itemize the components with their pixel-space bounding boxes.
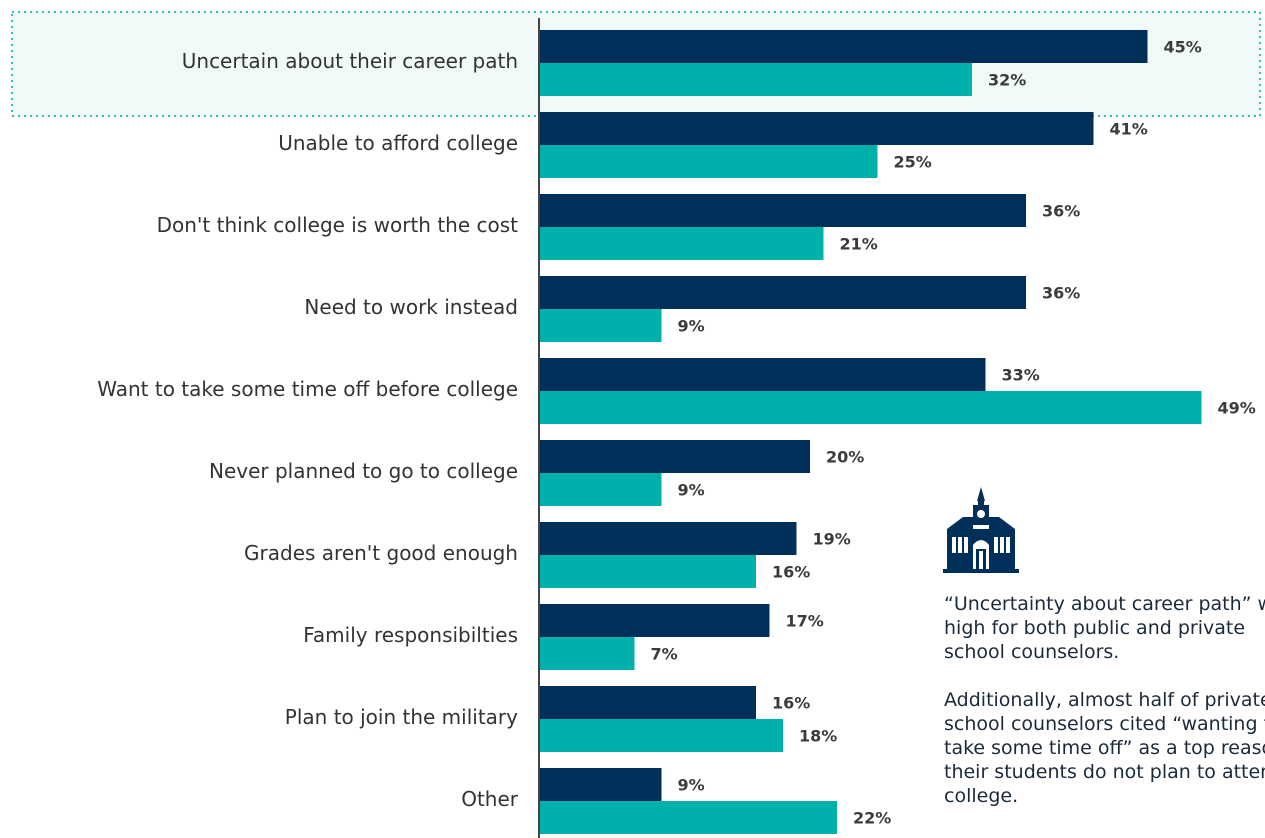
category-label: Grades aren't good enough [244, 541, 518, 565]
category-label: Uncertain about their career path [182, 49, 518, 73]
data-label-series-1: 41% [1110, 120, 1148, 139]
data-label-series-1: 20% [826, 448, 864, 467]
bar-series-2 [540, 555, 756, 588]
data-label-series-2: 9% [678, 481, 705, 500]
data-label-series-2: 49% [1218, 399, 1256, 418]
data-label-series-1: 36% [1042, 284, 1080, 303]
bar-series-2 [540, 637, 635, 670]
category-label: Family responsibilties [303, 623, 518, 647]
bar-series-1 [540, 768, 662, 801]
data-label-series-1: 36% [1042, 202, 1080, 221]
data-label-series-2: 9% [678, 317, 705, 336]
category-label: Other [461, 787, 519, 811]
bar-series-2 [540, 391, 1202, 424]
bar-series-1 [540, 440, 810, 473]
bar-series-1 [540, 522, 797, 555]
bar-series-2 [540, 309, 662, 342]
bar-series-1 [540, 276, 1026, 309]
data-label-series-1: 17% [786, 612, 824, 631]
category-label: Never planned to go to college [209, 459, 518, 483]
data-label-series-1: 45% [1164, 38, 1202, 57]
bar-series-1 [540, 194, 1026, 227]
category-label: Want to take some time off before colleg… [97, 377, 518, 401]
bar-series-2 [540, 719, 783, 752]
bar-series-2 [540, 227, 824, 260]
bar-series-1 [540, 604, 770, 637]
callout-paragraph-2: Additionally, almost half of private sch… [944, 689, 1265, 807]
bar-series-1 [540, 686, 756, 719]
data-label-series-2: 22% [853, 809, 891, 828]
school-building-icon [943, 485, 1019, 575]
data-label-series-2: 16% [772, 563, 810, 582]
bar-series-2 [540, 63, 972, 96]
data-label-series-1: 33% [1002, 366, 1040, 385]
data-label-series-2: 32% [988, 71, 1026, 90]
data-label-series-1: 16% [772, 694, 810, 713]
bar-series-1 [540, 358, 986, 391]
data-label-series-2: 18% [799, 727, 837, 746]
category-label: Don't think college is worth the cost [157, 213, 519, 237]
category-label: Unable to afford college [278, 131, 518, 155]
category-label: Plan to join the military [285, 705, 518, 729]
data-label-series-1: 9% [678, 776, 705, 795]
bar-series-1 [540, 112, 1094, 145]
data-label-series-2: 7% [651, 645, 678, 664]
bar-series-2 [540, 145, 878, 178]
bar-series-2 [540, 473, 662, 506]
callout-text: “Uncertainty about career path” was high… [944, 592, 1265, 808]
bar-series-1 [540, 30, 1148, 63]
callout-paragraph-1: “Uncertainty about career path” was high… [944, 593, 1265, 663]
data-label-series-2: 21% [840, 235, 878, 254]
data-label-series-1: 19% [813, 530, 851, 549]
category-label: Need to work instead [304, 295, 518, 319]
data-label-series-2: 25% [894, 153, 932, 172]
bar-series-2 [540, 801, 837, 834]
